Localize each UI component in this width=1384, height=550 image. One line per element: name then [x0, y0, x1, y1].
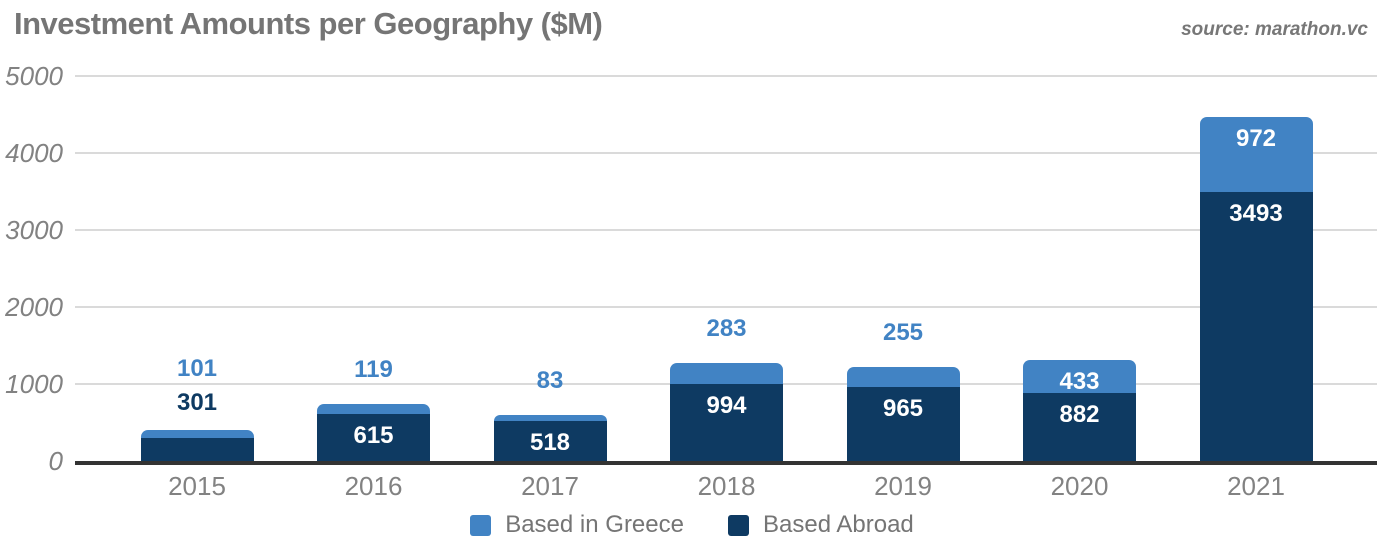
chart-source-credit: source: marathon.vc — [1181, 19, 1368, 40]
gridline — [75, 75, 1377, 77]
bar-segment-abroad — [670, 384, 783, 461]
chart-title: Investment Amounts per Geography ($M) — [14, 6, 603, 41]
legend: Based in Greece Based Abroad — [0, 512, 1384, 538]
x-tick-label: 2019 — [874, 471, 932, 501]
bar-segment-greece — [1199, 117, 1313, 193]
bar-value-label-abroad: 615 — [353, 421, 394, 449]
legend-item: Based Abroad — [727, 511, 914, 538]
bar-segment-greece — [493, 414, 607, 422]
legend-swatch-icon — [727, 514, 749, 536]
bar-value-label-greece: 119 — [354, 356, 393, 384]
x-tick-label: 2016 — [344, 471, 403, 501]
x-axis-line — [75, 461, 1377, 465]
bar-value-label-abroad: 882 — [1059, 401, 1100, 429]
x-tick-label: 2015 — [168, 471, 226, 501]
bar-segment-greece — [670, 362, 783, 385]
bar-segment-abroad — [1199, 192, 1313, 461]
bar-segment-abroad — [846, 386, 960, 461]
bar-segment-abroad — [140, 437, 254, 461]
legend-label: Based in Greece — [505, 511, 684, 538]
y-tick-label: 0 — [48, 446, 63, 476]
legend-swatch-icon — [470, 514, 492, 536]
legend-item: Based in Greece — [470, 512, 684, 538]
y-tick-label: 3000 — [5, 215, 63, 245]
bar-value-label-abroad: 518 — [529, 429, 571, 457]
bar-segment-greece — [140, 430, 254, 438]
y-tick-label: 4000 — [5, 138, 63, 168]
x-tick-label: 2021 — [1227, 471, 1285, 501]
bar-segment-abroad — [317, 413, 430, 461]
y-tick-label: 2000 — [5, 292, 63, 322]
bar-value-label-greece: 101 — [176, 355, 218, 383]
bar-value-label-greece: 283 — [706, 314, 747, 342]
gridline — [75, 229, 1377, 231]
bar-value-label-greece: 255 — [882, 319, 924, 347]
y-tick-label: 1000 — [5, 369, 63, 399]
bar-value-label-abroad: 965 — [882, 394, 924, 422]
bar-segment-abroad — [493, 421, 607, 461]
legend-label: Based Abroad — [762, 511, 914, 538]
gridline — [75, 152, 1377, 154]
bar-value-label-greece: 972 — [1235, 125, 1277, 153]
bar-value-label-abroad: 994 — [706, 392, 747, 420]
bar-value-label-greece: 83 — [536, 366, 564, 394]
bar-value-label-abroad: 301 — [176, 389, 218, 417]
gridline — [75, 306, 1377, 308]
x-tick-label: 2018 — [697, 471, 756, 501]
y-tick-label: 5000 — [5, 61, 63, 91]
bar-segment-greece — [846, 367, 960, 387]
bar-segment-abroad — [1023, 393, 1136, 461]
x-tick-label: 2017 — [521, 471, 579, 501]
bar-value-label-greece: 433 — [1059, 367, 1100, 395]
bar-segment-greece — [317, 404, 430, 414]
bar-segment-greece — [1023, 359, 1136, 394]
x-tick-label: 2020 — [1050, 471, 1109, 501]
bar-value-label-abroad: 3493 — [1229, 200, 1283, 228]
